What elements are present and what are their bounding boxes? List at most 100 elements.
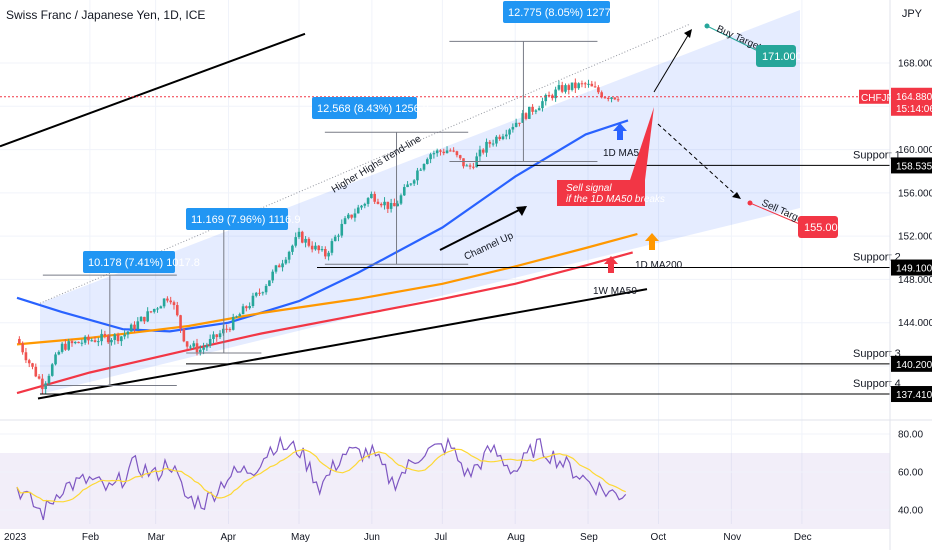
buy-target-line: [706, 25, 761, 53]
candle-body: [402, 187, 406, 196]
candle-body: [133, 324, 136, 330]
candle-body: [337, 235, 340, 237]
candle-body: [258, 292, 261, 294]
x-tick-label: Mar: [148, 532, 166, 543]
candle-body: [343, 218, 347, 224]
support-price-tag: [891, 386, 932, 403]
candle-body: [251, 295, 255, 306]
candle-body: [412, 180, 416, 184]
candle-body: [310, 245, 314, 250]
buy-arrowhead: [684, 29, 692, 38]
support-price-tag: [891, 157, 932, 174]
candle-body: [149, 311, 153, 313]
ma-line-1d-ma200: [16, 232, 638, 346]
rsi-tick-label: 60.00: [898, 468, 923, 479]
candle-body: [442, 151, 446, 154]
measure-text: 12.775 (8.05%) 1277.5: [508, 7, 620, 19]
x-tick-label: Nov: [723, 532, 741, 543]
sell-signal-line1: Sell signal: [566, 183, 612, 194]
candle-body: [376, 201, 380, 204]
candle-body: [432, 153, 436, 155]
candle-body: [445, 150, 449, 154]
channel-arrow: [439, 206, 526, 251]
candle-body: [90, 340, 94, 342]
candle-body: [34, 366, 38, 377]
x-tick-label: Dec: [794, 532, 812, 543]
candle-body: [67, 341, 70, 350]
candle-body: [294, 237, 298, 246]
candle-body: [518, 122, 521, 124]
grid: [0, 0, 932, 524]
candle-body: [83, 336, 87, 343]
candle-body: [93, 340, 97, 342]
candle-body: [379, 203, 383, 206]
candle-body: [113, 334, 117, 340]
candle-body: [386, 201, 390, 209]
candle-body: [317, 245, 321, 251]
candle-body: [162, 298, 166, 307]
candle-body: [77, 341, 80, 344]
buy-target-dot: [704, 23, 710, 29]
candle-body: [547, 94, 551, 96]
support-label: Support 3: [853, 348, 901, 360]
support-price-tag: [891, 355, 932, 372]
candle-body: [264, 285, 268, 293]
w-ma50-arrow: [604, 256, 618, 273]
measure-box: [186, 208, 288, 230]
candle-body: [521, 113, 525, 123]
y-tick-label: 148.000: [898, 275, 932, 286]
measure-box: [83, 251, 175, 273]
candle-body: [146, 311, 149, 322]
candle-body: [208, 339, 212, 346]
candle-body: [554, 89, 557, 99]
channel-up-band: [39, 9, 800, 395]
x-tick-label: May: [291, 532, 310, 543]
candle-body: [143, 316, 146, 322]
candle-body: [478, 149, 482, 157]
candle-body: [21, 343, 24, 353]
candle-body: [603, 97, 607, 99]
candle-body: [300, 231, 304, 243]
candle-body: [350, 214, 353, 218]
candle-body: [455, 151, 459, 156]
candle-body: [225, 328, 228, 330]
candle-body: [97, 341, 100, 343]
sell-arrowhead: [732, 192, 741, 199]
candle-body: [245, 306, 248, 309]
candle-body: [429, 154, 432, 160]
candle-body: [44, 383, 47, 390]
support-label: Support 1: [853, 149, 901, 161]
measure-text: 12.568 (8.43%) 1256.8: [317, 103, 429, 115]
sell-target-line: [749, 202, 803, 226]
candle-body: [524, 113, 528, 119]
ma200-label: 1D MA200: [635, 260, 683, 271]
candle-body: [50, 364, 54, 376]
candle-body: [103, 333, 107, 336]
candle-body: [508, 129, 511, 135]
candle-body: [544, 94, 548, 102]
support-price-tag: [891, 259, 932, 276]
y-tick-label: 152.000: [898, 232, 932, 243]
candle-body: [182, 328, 186, 342]
candle-body: [106, 335, 110, 343]
candle-body: [27, 360, 31, 364]
candle-body: [583, 83, 587, 85]
x-tick-label: Oct: [651, 532, 667, 543]
candle-body: [347, 214, 350, 219]
support-label: Support 2: [853, 252, 901, 264]
last-price-tag: [891, 87, 932, 116]
y-tick-label: 156.000: [898, 188, 932, 199]
candle-body: [389, 203, 393, 209]
candle-body: [399, 195, 403, 204]
x-tick-label: Feb: [82, 532, 100, 543]
candle-body: [363, 203, 367, 206]
candle-body: [419, 169, 423, 171]
rsi-tick-label: 40.00: [898, 506, 923, 517]
candle-body: [189, 346, 192, 348]
candle-body: [452, 150, 455, 152]
candle-body: [41, 378, 44, 390]
candle-body: [593, 86, 597, 88]
ma200-arrow: [645, 233, 659, 250]
candle-body: [373, 193, 376, 202]
